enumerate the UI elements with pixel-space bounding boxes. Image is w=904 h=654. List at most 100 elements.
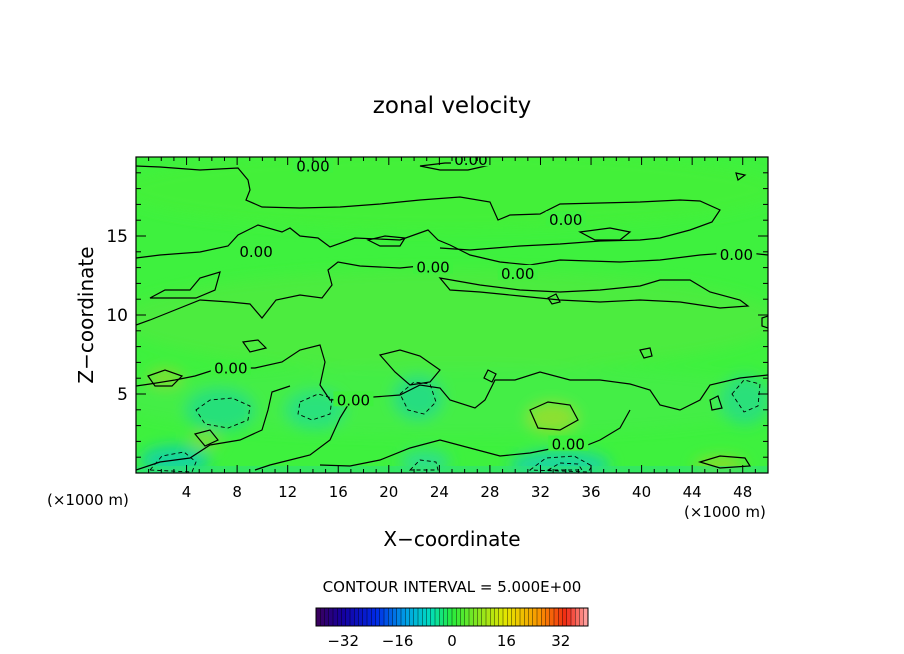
contour-label-backdrop — [545, 211, 586, 227]
colorbar-cell — [558, 608, 563, 626]
contour-lobe-g — [193, 429, 219, 447]
colorbar-cell — [515, 608, 521, 626]
colorbar-cell — [354, 608, 359, 626]
colorbar-cell — [362, 608, 368, 626]
y-tick-label: 10 — [106, 306, 128, 326]
colorbar-cell — [337, 608, 342, 626]
contour-label-backdrop — [548, 435, 589, 451]
colorbar-cell — [469, 608, 474, 626]
contour-interval-text: CONTOUR INTERVAL = 5.000E+00 — [323, 578, 582, 596]
colorbar-cell — [426, 608, 432, 626]
colorbar-cell — [324, 608, 330, 626]
colorbar-cell — [464, 608, 470, 626]
contour-mid-blob-c — [547, 293, 561, 305]
colorbar-cell — [409, 608, 415, 626]
contour-label: 0.00 — [416, 259, 449, 277]
contour-label: 0.00 — [214, 360, 247, 378]
velocity-field-shading — [136, 157, 768, 473]
field-blob-6 — [510, 450, 610, 473]
colorbar-cell — [435, 608, 440, 626]
colorbar-cell — [447, 608, 453, 626]
colorbar-cell — [507, 608, 512, 626]
contour-lobe-f — [147, 369, 184, 387]
colorbar-cell — [562, 608, 568, 626]
colorbar-cell — [418, 608, 423, 626]
colorbar-cell — [443, 608, 449, 626]
contour-label-group: 0.00 0.00 0.00 0.00 0.00 0.00 0.00 0.00 0.00 0.00 — [210, 151, 757, 454]
colorbar-tick-label: −32 — [327, 632, 359, 650]
colorbar-cell — [375, 608, 381, 626]
dashed-contour-4 — [149, 451, 197, 473]
y-axis-label: Z−coordinate — [74, 246, 98, 383]
contour-label-backdrop — [716, 245, 757, 261]
contour-lobe-a — [483, 369, 497, 383]
x-tick-label: 40 — [632, 483, 651, 501]
colorbar-cell — [388, 608, 393, 626]
contour-lobe-i — [241, 339, 268, 353]
colorbar-cell — [430, 608, 436, 626]
colorbar-cell — [566, 608, 572, 626]
contour-label-backdrop — [292, 157, 333, 173]
x-tick-label: 16 — [329, 483, 348, 501]
x-tick-label: 32 — [531, 483, 550, 501]
contour-label: 0.00 — [239, 243, 272, 261]
field-blob-9 — [147, 368, 183, 388]
contour-label: 0.00 — [552, 436, 585, 454]
x-tick-label: 24 — [430, 483, 449, 501]
colorbar-cell — [511, 608, 517, 626]
y-tick-label: 5 — [117, 385, 128, 405]
colorbar-cell — [498, 608, 504, 626]
colorbar-cell — [396, 608, 402, 626]
x-axis-label: X−coordinate — [383, 527, 520, 551]
contour-label: 0.00 — [501, 265, 534, 283]
contour-upper-right — [735, 172, 747, 181]
contour-lower-wave — [136, 385, 291, 471]
y-axis: 5 10 15 — [106, 172, 768, 458]
x-tick-label: 44 — [683, 483, 702, 501]
dashed-contours — [149, 379, 761, 473]
colorbar-cell — [541, 608, 546, 626]
x-tick-label: 20 — [379, 483, 398, 501]
contour-surface — [254, 404, 349, 471]
colorbar-cell — [384, 608, 389, 626]
x-tick-label: 36 — [581, 483, 600, 501]
colorbar-cell — [524, 608, 529, 626]
colorbar — [315, 607, 589, 627]
plot-area: 0.00 0.00 0.00 0.00 0.00 0.00 0.00 0.00 0.00 0.00 — [136, 151, 768, 473]
x-axis: 4 8 12 16 20 24 28 32 36 40 44 48 — [148, 157, 756, 501]
contour-label-backdrop — [497, 264, 538, 280]
contour-mid-blob-b — [578, 227, 632, 241]
dashed-contour-1 — [195, 397, 251, 429]
contour-lobe-h — [697, 455, 752, 469]
colorbar-cell — [452, 608, 457, 626]
x-unit-left: (×1000 m) — [47, 491, 129, 509]
dashed-contour-6 — [546, 462, 583, 471]
x-tick-label: 12 — [278, 483, 297, 501]
colorbar-cell — [481, 608, 487, 626]
contour-upper — [136, 165, 721, 251]
contour-label-backdrop — [236, 242, 277, 258]
colorbar-cell — [490, 608, 495, 626]
colorbar-cell — [401, 608, 406, 626]
field-upper-bright-band — [136, 157, 768, 230]
contour-mid-blob-a — [366, 235, 407, 247]
contour-label: 0.00 — [454, 151, 487, 169]
colorbar-cell — [549, 608, 555, 626]
colorbar-cell — [473, 608, 478, 626]
dashed-contour-3 — [399, 381, 437, 415]
contour-label-backdrop — [210, 359, 251, 375]
contour-lobe-j — [761, 315, 768, 329]
colorbar-frame — [315, 607, 589, 627]
contour-label: 0.00 — [296, 157, 329, 175]
colorbar-tick-label: 0 — [447, 632, 457, 650]
contour-lobe-d — [378, 349, 441, 386]
colorbar-cell — [486, 608, 491, 626]
contour-label: 0.00 — [337, 391, 370, 409]
field-blob-1 — [185, 388, 255, 432]
colorbar-cell — [528, 608, 534, 626]
contour-zero-main — [136, 224, 768, 266]
contour-label-backdrop — [413, 258, 454, 274]
contour-lobe-c — [709, 395, 723, 411]
colorbar-cell — [545, 608, 551, 626]
colorbar-cell — [554, 608, 559, 626]
